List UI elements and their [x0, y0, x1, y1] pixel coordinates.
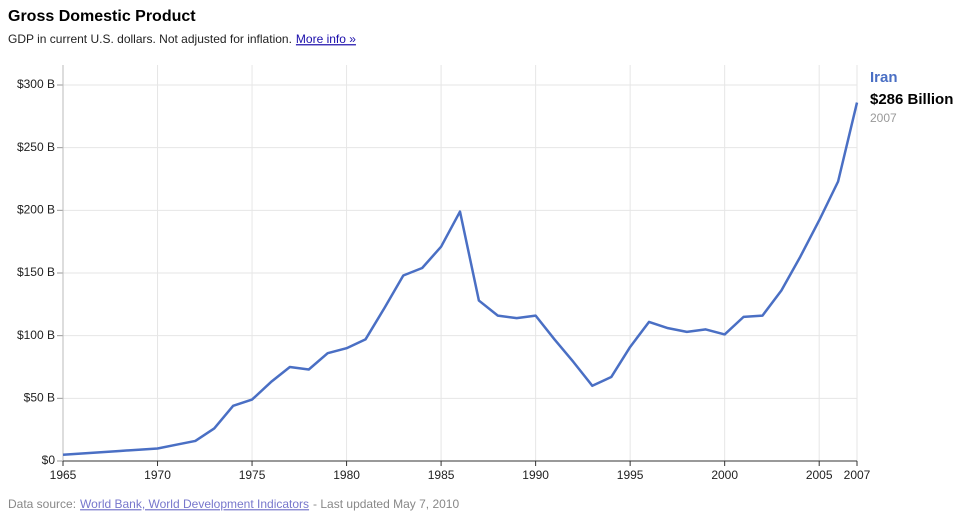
x-tick-label: 1985: [428, 468, 455, 482]
value-label-year: 2007: [870, 111, 897, 125]
y-tick-label: $50 B: [24, 391, 55, 405]
y-tick-label: $100 B: [17, 328, 55, 342]
legend-label: Iran: [870, 69, 898, 86]
x-tick-label: 2000: [711, 468, 738, 482]
chart-title: Gross Domestic Product: [8, 8, 196, 25]
y-tick-label: $0: [42, 453, 56, 467]
y-tick-label: $250 B: [17, 140, 55, 154]
x-tick-label: 1995: [617, 468, 644, 482]
x-tick-label: 2007: [844, 468, 871, 482]
x-tick-label: 1970: [144, 468, 171, 482]
x-tick-label: 1965: [50, 468, 77, 482]
subtitle: GDP in current U.S. dollars. Not adjuste…: [8, 32, 292, 46]
data-line: [62, 102, 859, 456]
source-link[interactable]: World Bank, World Development Indicators: [80, 497, 309, 511]
value-label: $286 Billion: [870, 91, 953, 108]
y-tick-label: $150 B: [17, 265, 55, 279]
x-tick-label: 1980: [333, 468, 360, 482]
x-tick-label: 1990: [522, 468, 549, 482]
x-tick-label: 1975: [239, 468, 266, 482]
y-tick-label: $200 B: [17, 203, 55, 217]
last-updated: - Last updated May 7, 2010: [313, 497, 459, 511]
more-info-link[interactable]: More info »: [296, 32, 356, 46]
y-tick-label: $300 B: [17, 77, 55, 91]
x-tick-label: 2005: [806, 468, 833, 482]
source-label: Data source:: [8, 497, 76, 511]
